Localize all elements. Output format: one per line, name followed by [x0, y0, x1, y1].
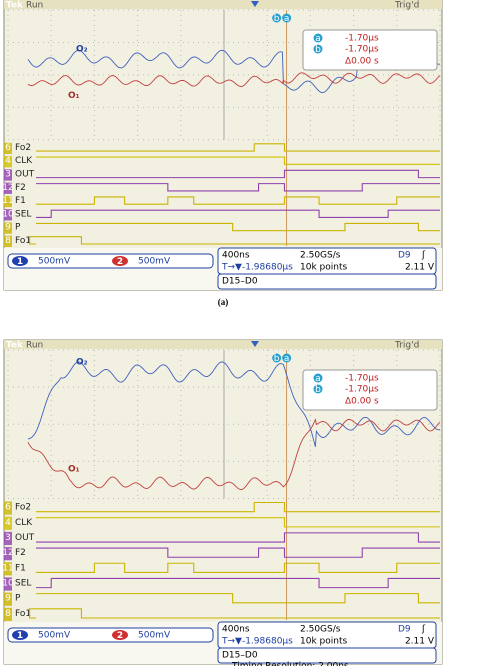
- record-length: 10k points: [300, 637, 347, 647]
- caption: (a): [218, 297, 229, 307]
- channel-label: F2: [15, 548, 26, 558]
- cursor-tag-label: b: [274, 354, 280, 364]
- trace-label: O₂: [76, 44, 88, 54]
- channel-number: 1: [17, 631, 23, 641]
- timebase: 400ns: [222, 625, 250, 635]
- readout-delta: Δ0.00 s: [345, 397, 379, 407]
- bus: D15–D0: [222, 651, 258, 661]
- channel-scale: 500mV: [38, 257, 71, 267]
- channel-label: P: [15, 223, 21, 233]
- channel-label: OUT: [15, 169, 35, 179]
- channel-label: F1: [15, 196, 26, 206]
- trigger-status: Trig'd: [394, 341, 419, 351]
- readout-value: -1.70µs: [345, 34, 379, 44]
- channel-marker-label: 6: [5, 143, 11, 153]
- top-bar: [4, 0, 442, 9]
- channel-label: Fo2: [15, 503, 31, 513]
- trigger-source: D9: [398, 625, 411, 635]
- position: T→▼-1.98680µs: [221, 263, 293, 273]
- channel-scale: 500mV: [138, 631, 171, 641]
- channel-label: CLK: [15, 156, 33, 166]
- sample-rate: 2.50GS/s: [300, 251, 341, 261]
- channel-label: F2: [15, 183, 26, 193]
- cursor-tag-label: a: [284, 354, 290, 364]
- channel-label: Fo1: [15, 609, 31, 619]
- sample-rate: 2.50GS/s: [300, 625, 341, 635]
- readout-tag-label: b: [315, 385, 321, 395]
- run-status: Run: [26, 1, 43, 11]
- channel-label: P: [15, 594, 21, 604]
- channel-marker-label: 12: [2, 548, 13, 558]
- channel-label: F1: [15, 563, 26, 573]
- channel-label: Fo1: [15, 236, 31, 246]
- channel-label: CLK: [15, 518, 33, 528]
- brand: Tek: [6, 341, 24, 351]
- channel-number: 2: [117, 631, 123, 641]
- channel-label: Fo2: [15, 143, 31, 153]
- readout-value: -1.70µs: [345, 385, 379, 395]
- readout-value: -1.70µs: [345, 374, 379, 384]
- channel-marker-label: 3: [5, 169, 11, 179]
- timebase: 400ns: [222, 251, 250, 261]
- channel-marker-label: 4: [5, 156, 11, 166]
- trace-label: O₂: [76, 357, 88, 367]
- channel-marker-label: 3: [5, 533, 11, 543]
- channel-marker-label: 9: [5, 223, 11, 233]
- trace-label: O₁: [68, 91, 80, 101]
- cursor-tag-label: b: [274, 14, 280, 24]
- channel-marker-label: 12: [2, 183, 13, 193]
- readout-value: -1.70µs: [345, 45, 379, 55]
- channel-marker-label: 10: [2, 579, 14, 589]
- channel-marker-label: 11: [2, 563, 13, 573]
- record-length: 10k points: [300, 263, 347, 273]
- channel-marker-label: 10: [2, 209, 14, 219]
- figure: TekRunTrig'dbaO₂O₁a-1.70µsb-1.70µsΔ0.00 …: [0, 0, 500, 666]
- channel-label: SEL: [15, 209, 31, 219]
- run-status: Run: [26, 341, 43, 351]
- channel-label: OUT: [15, 533, 35, 543]
- readout-tag-label: b: [315, 45, 321, 55]
- channel-number: 1: [17, 257, 23, 267]
- readout-tag-label: a: [315, 34, 321, 44]
- channel-scale: 500mV: [138, 257, 171, 267]
- channel-label: SEL: [15, 579, 31, 589]
- bus: D15–D0: [222, 277, 258, 287]
- brand: Tek: [6, 1, 24, 11]
- note: Timing Resolution: 2.00ns: [231, 662, 349, 666]
- readout-delta: Δ0.00 s: [345, 57, 379, 67]
- channel-marker-label: 9: [5, 594, 11, 604]
- trigger-level: 2.11 V: [405, 263, 435, 273]
- channel-marker-label: 8: [5, 609, 11, 619]
- trigger-level: 2.11 V: [405, 637, 435, 647]
- channel-number: 2: [117, 257, 123, 267]
- cursor-tag-label: a: [284, 14, 290, 24]
- channel-marker-label: 11: [2, 196, 13, 206]
- channel-marker-label: 6: [5, 503, 11, 513]
- channel-scale: 500mV: [38, 631, 71, 641]
- channel-marker-label: 8: [5, 236, 11, 246]
- trigger-source: D9: [398, 251, 411, 261]
- position: T→▼-1.98680µs: [221, 637, 293, 647]
- trigger-status: Trig'd: [394, 1, 419, 11]
- channel-marker-label: 4: [5, 518, 11, 528]
- readout-tag-label: a: [315, 374, 321, 384]
- top-bar: [4, 340, 442, 349]
- trace-label: O₁: [68, 464, 80, 474]
